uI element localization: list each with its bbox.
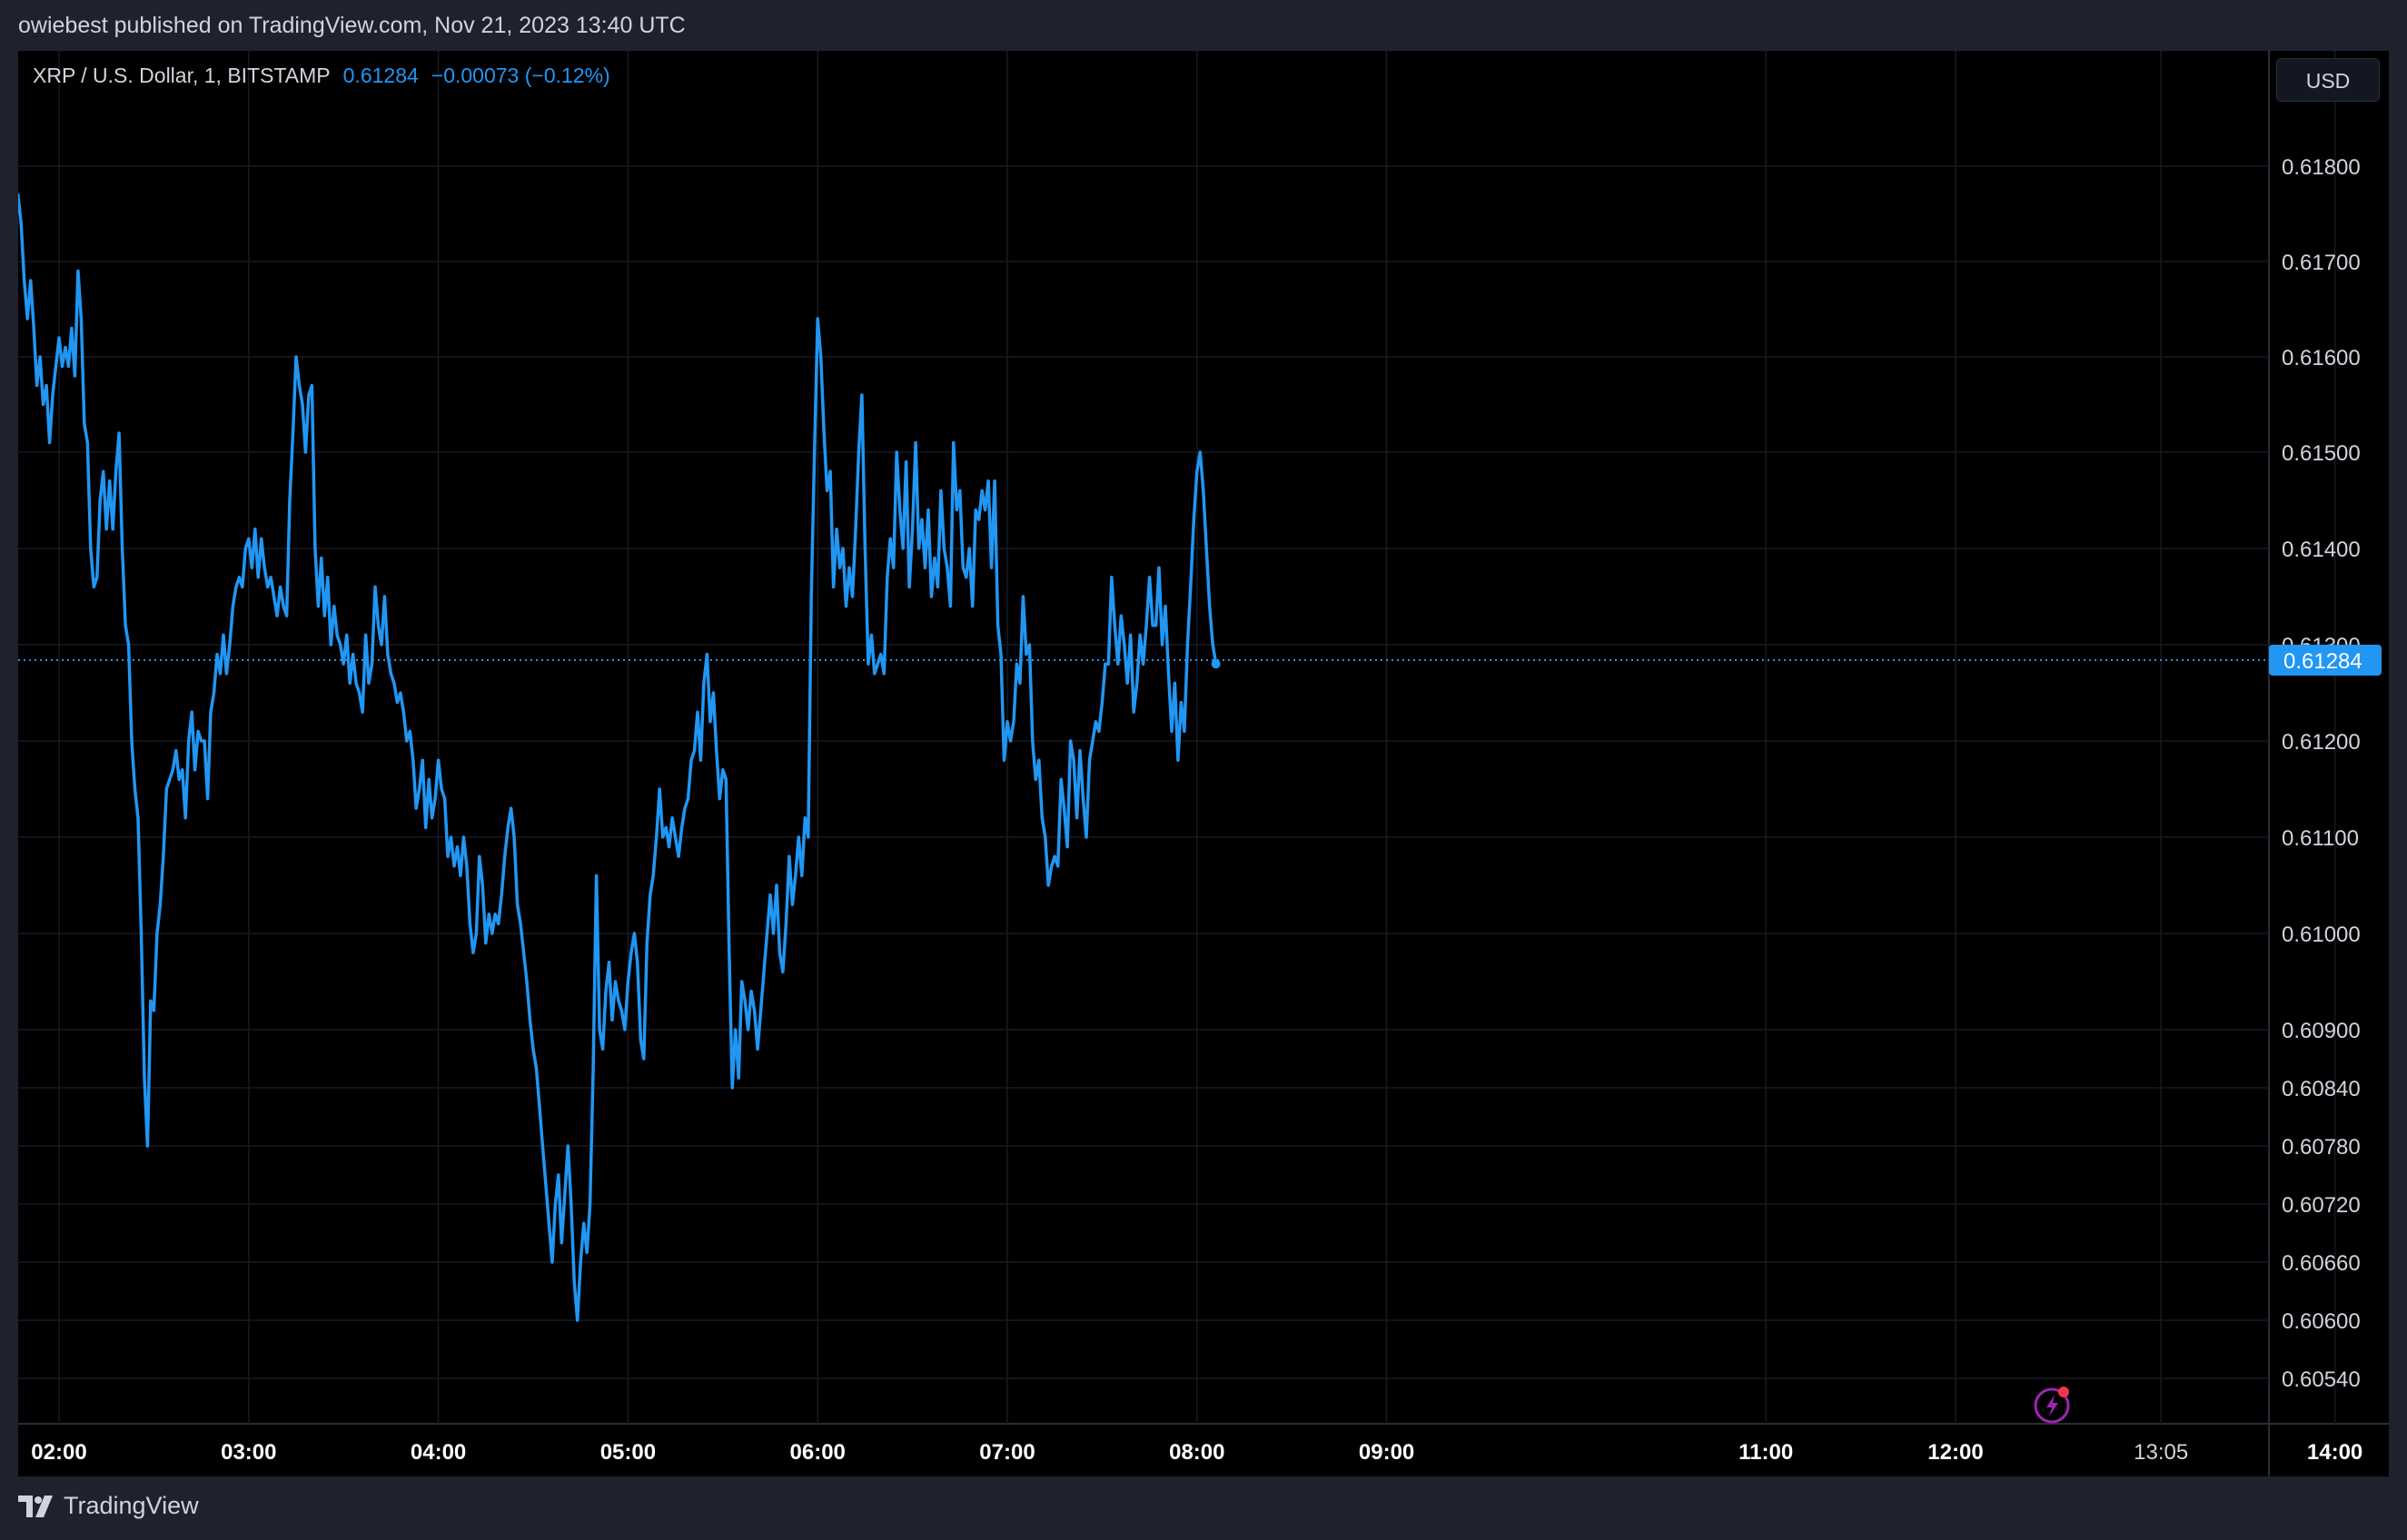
price-tick-label: 0.61600: [2282, 346, 2361, 370]
time-tick-label: 14:00: [2307, 1440, 2362, 1465]
tradingview-logo-icon: [18, 1495, 53, 1517]
time-tick-label: 03:00: [221, 1440, 276, 1465]
price-series: [18, 192, 1221, 1322]
price-tick-label: 0.60780: [2282, 1135, 2361, 1160]
time-tick-label: 04:00: [411, 1440, 466, 1465]
price-tick-label: 0.61500: [2282, 441, 2361, 466]
price-tick-label: 0.60660: [2282, 1251, 2361, 1276]
time-tick-label: 02:00: [31, 1440, 86, 1465]
price-tick-label: 0.60900: [2282, 1019, 2361, 1043]
price-tick-label: 0.60600: [2282, 1309, 2361, 1334]
publish-header: owiebest published on TradingView.com, N…: [0, 0, 2407, 51]
currency-button[interactable]: USD: [2276, 58, 2380, 102]
footer-bar: [0, 1476, 2407, 1540]
price-tick-label: 0.60540: [2282, 1367, 2361, 1392]
last-price-tag-label: 0.61284: [2283, 649, 2362, 674]
last-point-dot: [1211, 659, 1221, 669]
price-tick-label: 0.60720: [2282, 1193, 2361, 1218]
time-axis: 02:00 03:00 04:00 05:00 06:00 07:00 08:00 09:00…: [31, 1440, 2362, 1465]
price-axis: 0.618000.617000.616000.615000.614000.613…: [2282, 155, 2361, 1392]
time-tick-label: 08:00: [1169, 1440, 1224, 1465]
chart-grid: [18, 51, 2389, 1476]
price-tick-label: 0.61200: [2282, 730, 2361, 755]
brand-name: TradingView: [64, 1492, 199, 1519]
time-tick-label: 12:00: [1927, 1440, 1983, 1465]
published-by-text: owiebest published on TradingView.com, N…: [18, 13, 686, 38]
lightning-bolt-icon[interactable]: [2033, 1383, 2075, 1425]
price-tick-label: 0.61800: [2282, 155, 2361, 180]
time-tick-label: 13:05: [2134, 1440, 2188, 1465]
price-tick-label: 0.60840: [2282, 1077, 2361, 1101]
price-change-value: −0.00073 (−0.12%): [431, 64, 610, 87]
symbol-legend[interactable]: XRP / U.S. Dollar, 1, BITSTAMP 0.61284 −0.…: [33, 64, 610, 88]
time-tick-label: 07:00: [979, 1440, 1035, 1465]
price-tick-label: 0.61700: [2282, 251, 2361, 275]
time-tick-label: 06:00: [790, 1440, 846, 1465]
last-price-value: 0.61284: [342, 64, 419, 87]
price-tick-label: 0.61000: [2282, 923, 2361, 947]
price-tick-label: 0.61400: [2282, 538, 2361, 562]
tradingview-brand[interactable]: TradingView: [18, 1492, 199, 1520]
price-tick-label: 0.61100: [2282, 826, 2359, 851]
last-price-marker: 0.61284: [18, 644, 2382, 676]
symbol-title[interactable]: XRP / U.S. Dollar, 1, BITSTAMP: [33, 64, 331, 87]
last-price-tag: [2269, 644, 2382, 676]
price-chart[interactable]: 0.618000.617000.616000.615000.614000.613…: [18, 51, 2389, 1476]
time-tick-label: 09:00: [1359, 1440, 1414, 1465]
time-tick-label: 11:00: [1738, 1440, 1793, 1465]
plot-area: [18, 51, 2269, 1424]
time-tick-label: 05:00: [600, 1440, 656, 1465]
price-line[interactable]: [18, 192, 1218, 1322]
